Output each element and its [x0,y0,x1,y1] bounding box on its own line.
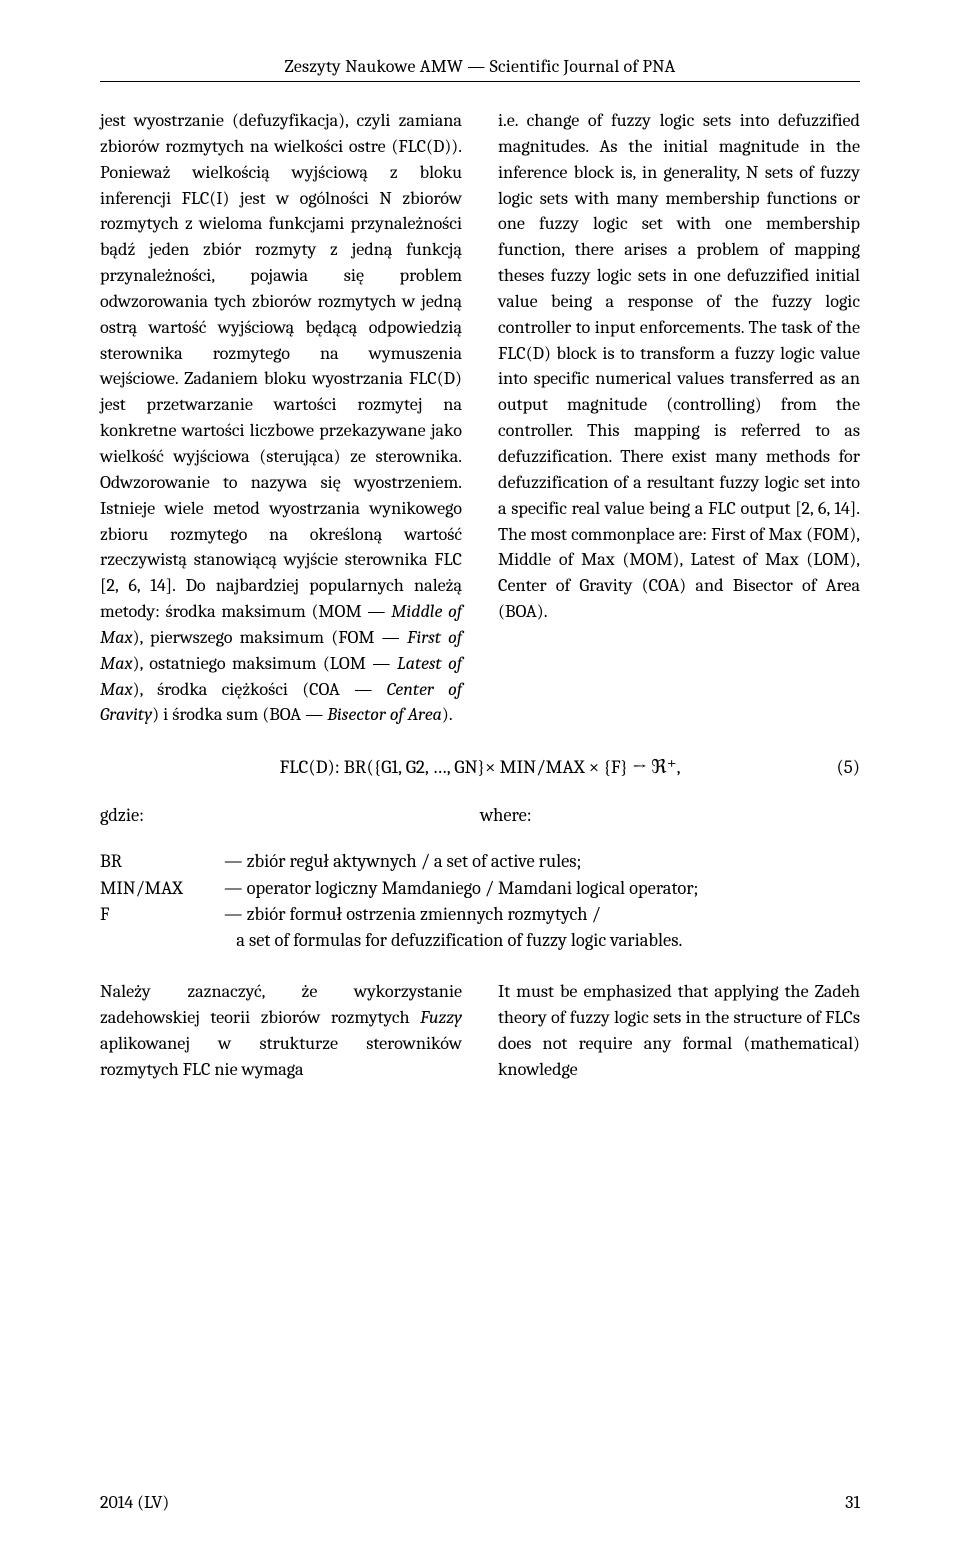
body-text: ) i środka sum (BOA — [152,704,327,725]
body-text: ), ostatniego maksimum (LOM — [133,653,397,674]
where-row: gdzie: where: [100,804,860,826]
definitions: BR — zbiór reguł aktywnych / a set of ac… [100,848,860,953]
where-left: gdzie: [100,804,480,826]
term-boa: Bisector of Area [327,704,442,725]
equation-number: (5) [836,756,860,778]
body-text: aplikowanej w strukturze sterowników roz… [100,1033,462,1080]
body-text: ). [442,704,453,725]
def-def-br: — zbiór reguł aktywnych / a set of activ… [224,848,860,874]
footer-right: 31 [845,1492,860,1513]
main-columns: jest wyostrzanie (defuzyfikacja), czyli … [100,108,860,728]
right-column: i.e. change of fuzzy logic sets into def… [498,108,860,728]
body-text: ), środka ciężkości (COA — [133,679,387,700]
def-term-minmax: MIN/MAX [100,875,224,901]
equation-5: FLC(D): BR({G1, G2, …, GN}× MIN/MAX × {F… [100,756,860,778]
where-right: where: [480,804,860,826]
footer-left: 2014 (LV) [100,1492,169,1513]
body-text: i.e. change of fuzzy logic sets into def… [498,110,860,622]
def-line: a set of formulas for defuzzification of… [224,929,682,951]
def-line: — zbiór formuł ostrzenia zmiennych rozmy… [224,903,601,925]
body-text: jest wyostrzanie (defuzyfikacja), czyli … [100,110,462,622]
page-footer: 2014 (LV) 31 [100,1492,860,1513]
bottom-columns: Należy zaznaczyć, że wykorzystanie zadeh… [100,979,860,1082]
def-row: F — zbiór formuł ostrzenia zmiennych roz… [100,901,860,954]
def-term-br: BR [100,848,224,874]
left-column: jest wyostrzanie (defuzyfikacja), czyli … [100,108,462,728]
def-row: MIN/MAX — operator logiczny Mamdaniego /… [100,875,860,901]
bottom-right-column: It must be emphasized that applying the … [498,979,860,1082]
bottom-left-column: Należy zaznaczyć, że wykorzystanie zadeh… [100,979,462,1082]
def-term-f: F [100,901,224,954]
body-text: It must be emphasized that applying the … [498,981,860,1080]
def-row: BR — zbiór reguł aktywnych / a set of ac… [100,848,860,874]
body-text: Należy zaznaczyć, że wykorzystanie zadeh… [100,981,462,1028]
def-def-minmax: — operator logiczny Mamdaniego / Mamdani… [224,875,860,901]
def-def-f: — zbiór formuł ostrzenia zmiennych rozmy… [224,901,860,954]
term-fuzzy: Fuzzy [420,1007,462,1028]
running-head: Zeszyty Naukowe AMW — Scientific Journal… [100,56,860,82]
body-text: ), pierwszego maksimum (FOM — [133,627,407,648]
equation-body: FLC(D): BR({G1, G2, …, GN}× MIN/MAX × {F… [279,756,680,778]
